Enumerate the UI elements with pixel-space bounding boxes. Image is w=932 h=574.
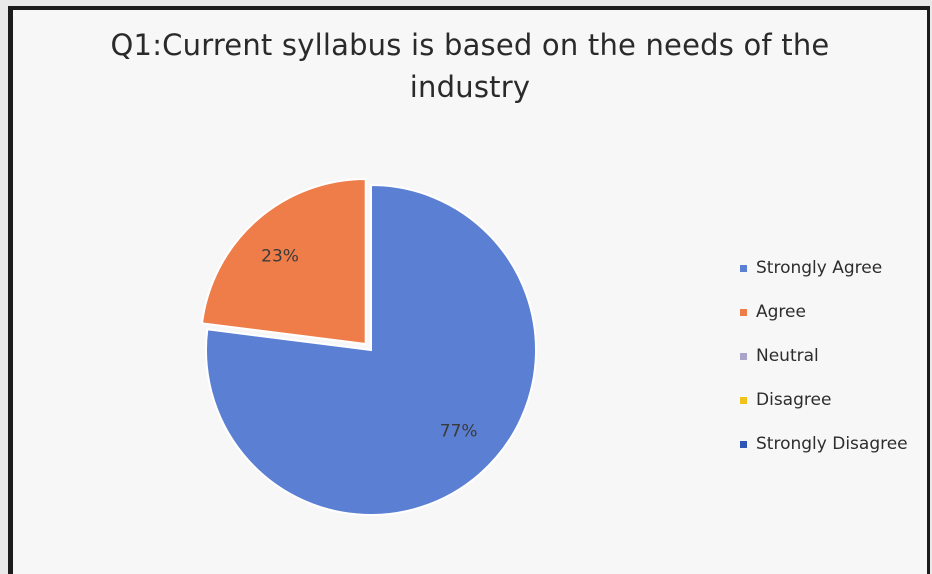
data-label-strongly-agree: 77% <box>440 422 478 442</box>
legend-item-disagree: Disagree <box>740 389 908 411</box>
legend-item-neutral: Neutral <box>740 345 908 367</box>
legend-label-disagree: Disagree <box>756 390 832 410</box>
legend-label-neutral: Neutral <box>756 346 819 366</box>
pie-chart: 77% 23% <box>200 177 537 516</box>
pie-slice-strongly-agree <box>205 183 537 516</box>
legend-item-agree: Agree <box>740 301 908 323</box>
chart-title-line-2: industry <box>409 70 531 104</box>
legend-item-strongly-disagree: Strongly Disagree <box>740 433 908 455</box>
legend-swatch-strongly-agree <box>740 264 747 272</box>
legend-label-strongly-disagree: Strongly Disagree <box>756 434 908 454</box>
legend-item-strongly-agree: Strongly Agree <box>740 257 908 279</box>
chart-title-line-1: Q1:Current syllabus is based on the need… <box>110 28 830 62</box>
legend-swatch-neutral <box>740 352 747 360</box>
chart-area: Q1:Current syllabus is based on the need… <box>8 6 930 574</box>
chart-title: Q1:Current syllabus is based on the need… <box>13 24 927 108</box>
legend: Strongly Agree Agree Neutral Disagree St… <box>740 257 908 477</box>
data-label-agree: 23% <box>261 246 299 266</box>
legend-swatch-agree <box>740 308 747 316</box>
legend-swatch-strongly-disagree <box>740 440 747 448</box>
pie-slice-agree <box>200 177 367 346</box>
legend-label-strongly-agree: Strongly Agree <box>756 258 883 278</box>
legend-swatch-disagree <box>740 396 747 404</box>
legend-label-agree: Agree <box>756 302 806 322</box>
